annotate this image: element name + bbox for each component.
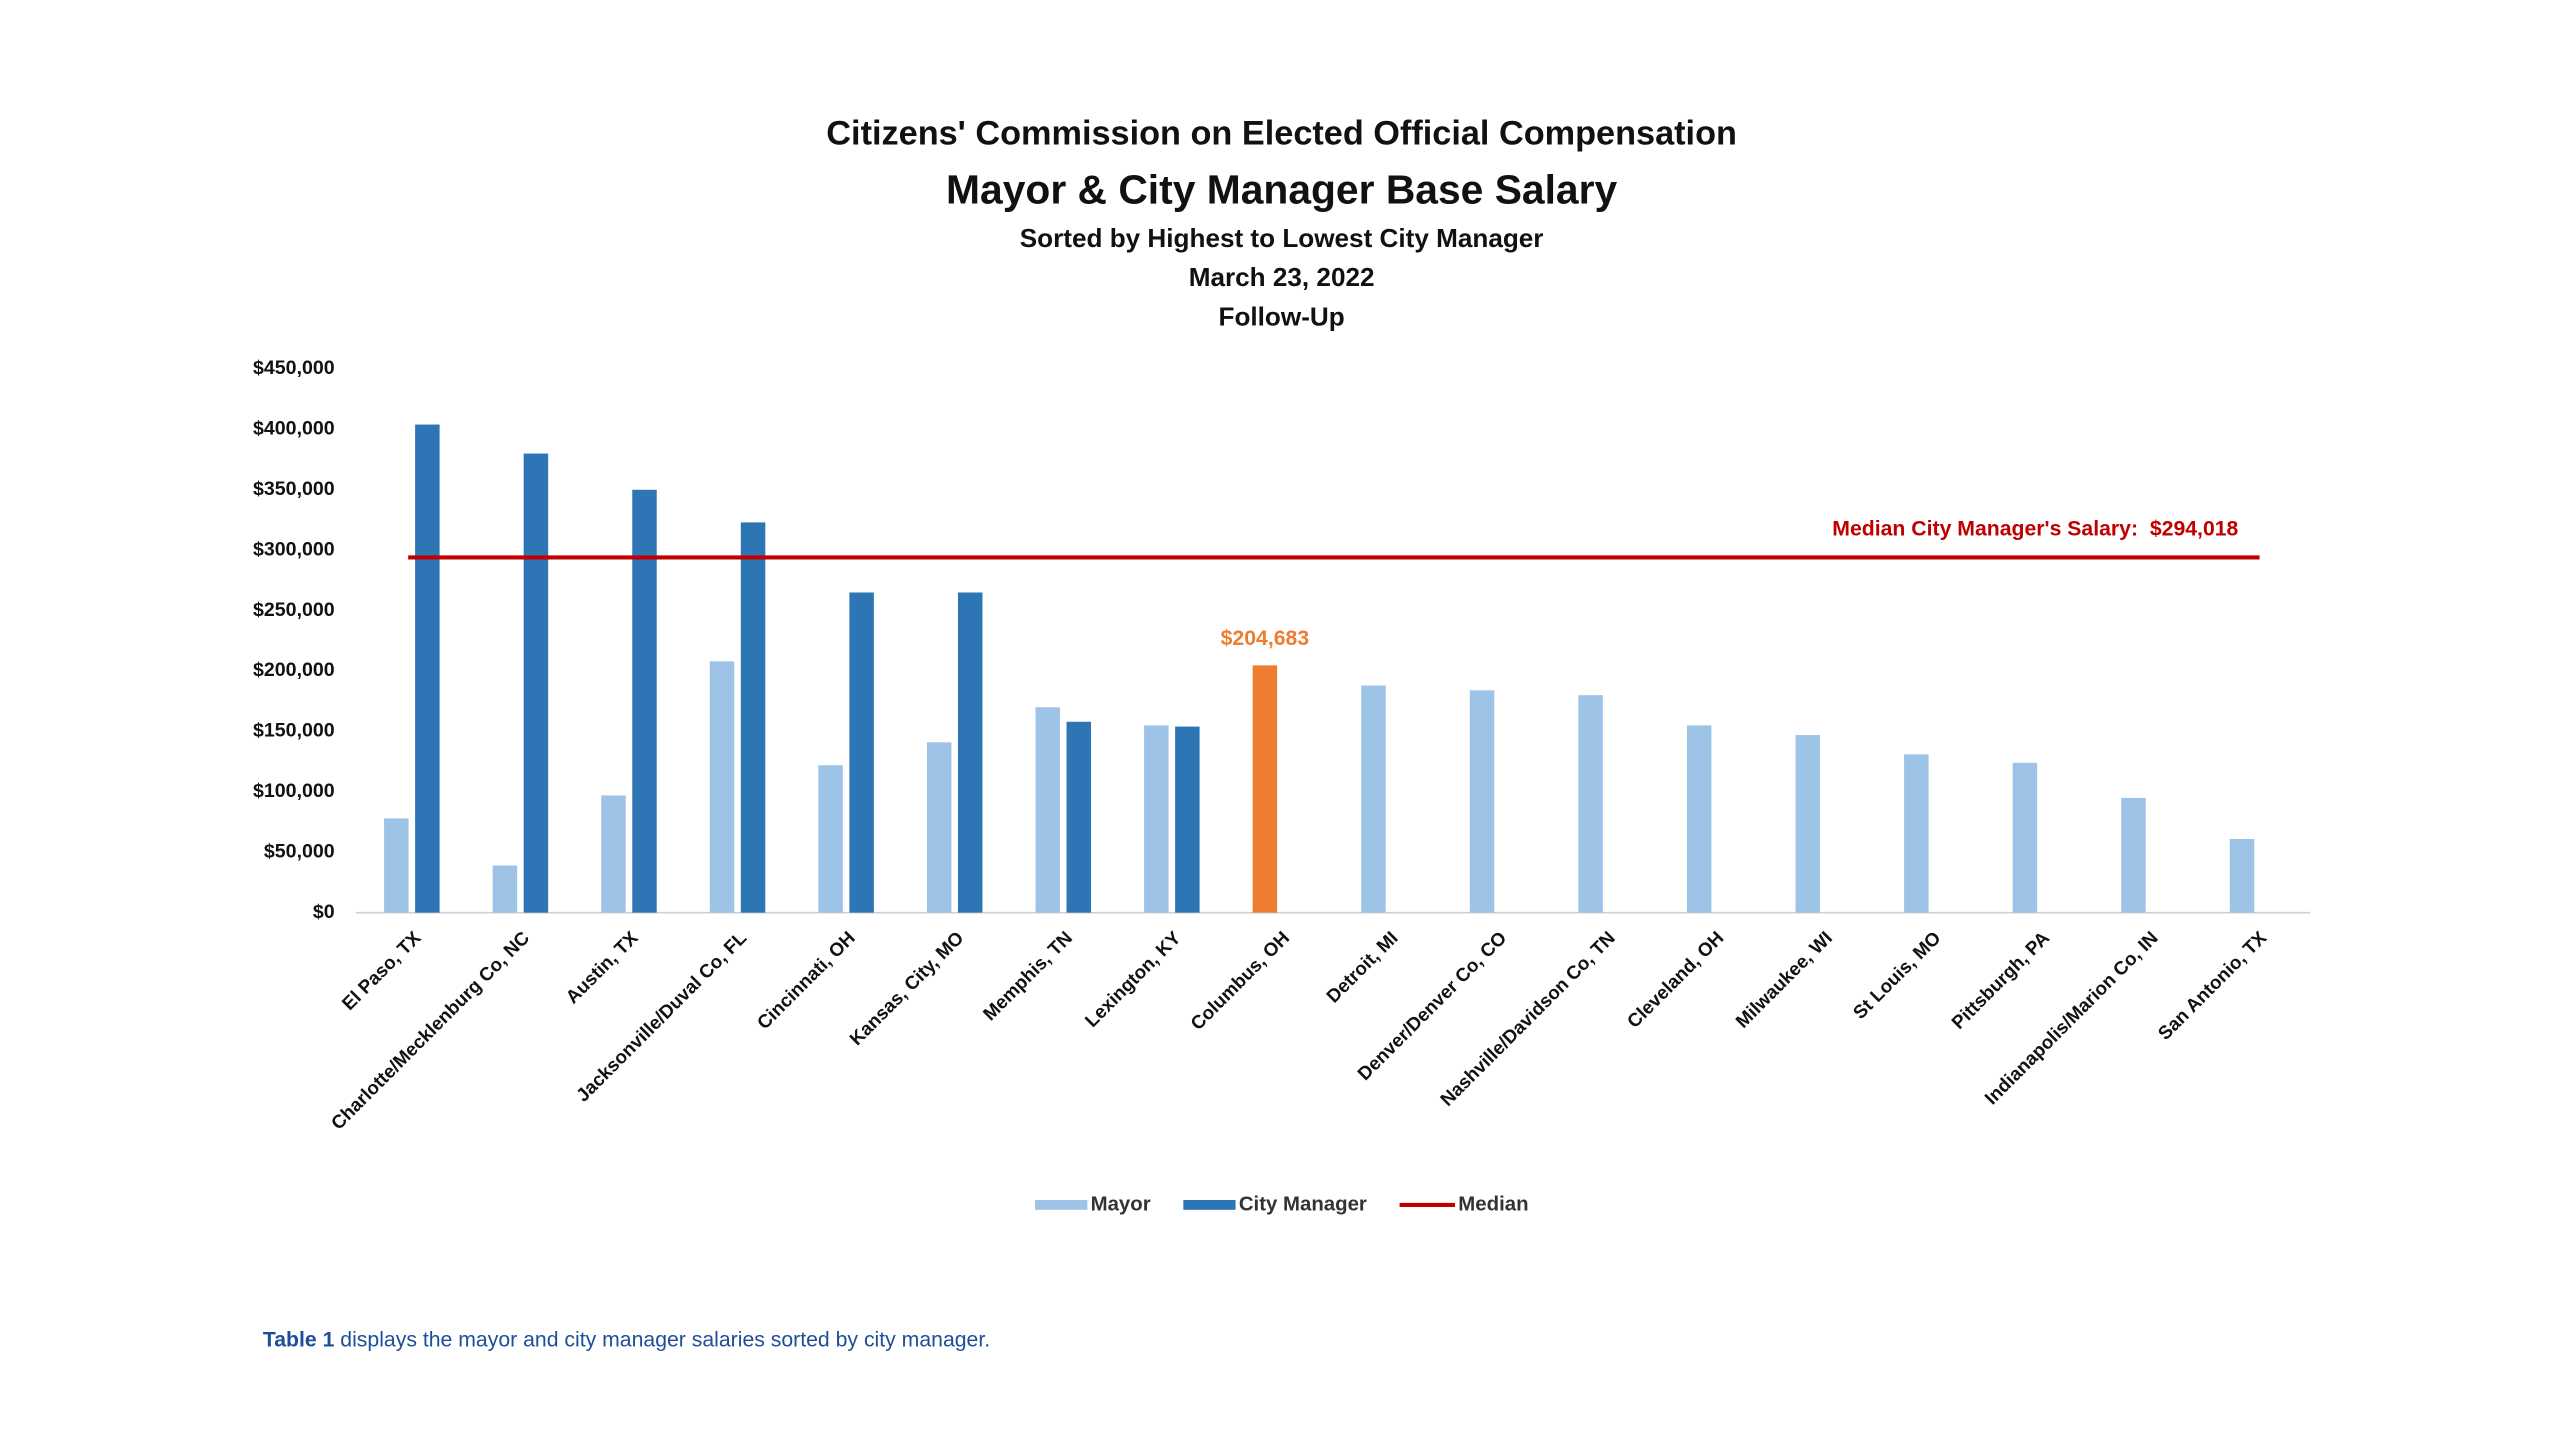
bar: [1578, 695, 1603, 913]
x-tick-label: El Paso, TX: [338, 927, 425, 1014]
bar: [818, 765, 843, 913]
bar: [1175, 726, 1200, 913]
y-tick-label: $100,000: [253, 780, 335, 802]
y-tick-label: $250,000: [253, 599, 335, 621]
x-tick-label: Austin, TX: [561, 927, 642, 1008]
y-tick-label: $0: [313, 901, 335, 923]
x-tick-label: Cincinnati, OH: [753, 927, 859, 1033]
bar: [2121, 797, 2146, 913]
x-tick-label: Lexington, KY: [1081, 927, 1185, 1031]
x-tick-label: Milwaukee, WI: [1731, 927, 1836, 1032]
x-tick-label: Pittsburgh, PA: [1947, 927, 2053, 1033]
chart-title: Citizens' Commission on Elected Official…: [826, 115, 1737, 153]
chart-note: March 23, 2022: [1189, 262, 1375, 292]
x-tick-label: St Louis, MO: [1849, 927, 1945, 1023]
bar: [384, 818, 409, 913]
bar: [849, 592, 874, 913]
bar: [1686, 725, 1712, 913]
chart-note: Sorted by Highest to Lowest City Manager: [1020, 223, 1544, 253]
bar: [1066, 721, 1092, 913]
bar: [709, 661, 735, 913]
bar: [957, 592, 983, 913]
bar: [1469, 690, 1495, 913]
caption: Table 1 displays the mayor and city mana…: [263, 1328, 990, 1351]
bar: [1035, 707, 1060, 913]
x-tick-label: Columbus, OH: [1186, 927, 1293, 1034]
median-label-text: Median City Manager's Salary:: [1832, 517, 2138, 540]
bar: [2229, 838, 2255, 913]
y-tick-label: $300,000: [253, 538, 335, 560]
legend-label: Median: [1458, 1193, 1528, 1215]
y-tick-label: $400,000: [253, 418, 335, 440]
x-tick-label: Nashville/Davidson Co, TN: [1436, 927, 1619, 1110]
bar: [2012, 762, 2038, 913]
x-tick-label: Cleveland, OH: [1623, 927, 1728, 1032]
bar: [1252, 665, 1278, 913]
y-tick-label: $350,000: [253, 478, 335, 500]
x-tick-label: Detroit, MI: [1322, 927, 1402, 1007]
y-tick-label: $450,000: [253, 357, 335, 379]
bar: [1144, 725, 1169, 913]
x-tick-label: San Antonio, TX: [2154, 927, 2271, 1044]
bar: [1361, 685, 1386, 913]
legend-swatch: [1035, 1200, 1088, 1210]
bar: [415, 424, 440, 913]
bar: [523, 453, 549, 913]
bar: [601, 795, 626, 913]
bar: [492, 865, 518, 913]
caption-text: displays the mayor and city manager sala…: [340, 1328, 990, 1351]
y-tick-label: $150,000: [253, 720, 335, 742]
bar: [1904, 754, 1929, 913]
y-tick-label: $200,000: [253, 659, 335, 681]
median-label: Median City Manager's Salary: $294,018: [1832, 517, 2238, 540]
y-tick-label: $50,000: [264, 840, 335, 862]
x-tick-label: Memphis, TN: [979, 927, 1076, 1024]
x-tick-label: Kansas, City, MO: [845, 927, 967, 1049]
chart-note: Follow-Up: [1219, 301, 1345, 331]
legend-label: City Manager: [1239, 1193, 1367, 1215]
legend-label: Mayor: [1091, 1193, 1151, 1215]
bar: [1795, 735, 1820, 913]
legend-swatch: [1183, 1200, 1236, 1210]
chart-subtitle: Mayor & City Manager Base Salary: [946, 166, 1617, 212]
bar: [632, 489, 657, 913]
data-label: $204,683: [1221, 627, 1310, 650]
x-tick-label: Indianapolis/Marion Co, IN: [1980, 927, 2161, 1108]
caption-bold: Table 1: [263, 1328, 335, 1351]
x-tick-label: Charlotte/Mecklenburg Co, NC: [327, 927, 534, 1134]
bar: [740, 522, 766, 913]
bar: [926, 742, 952, 913]
median-value-label: $294,018: [2150, 517, 2239, 540]
